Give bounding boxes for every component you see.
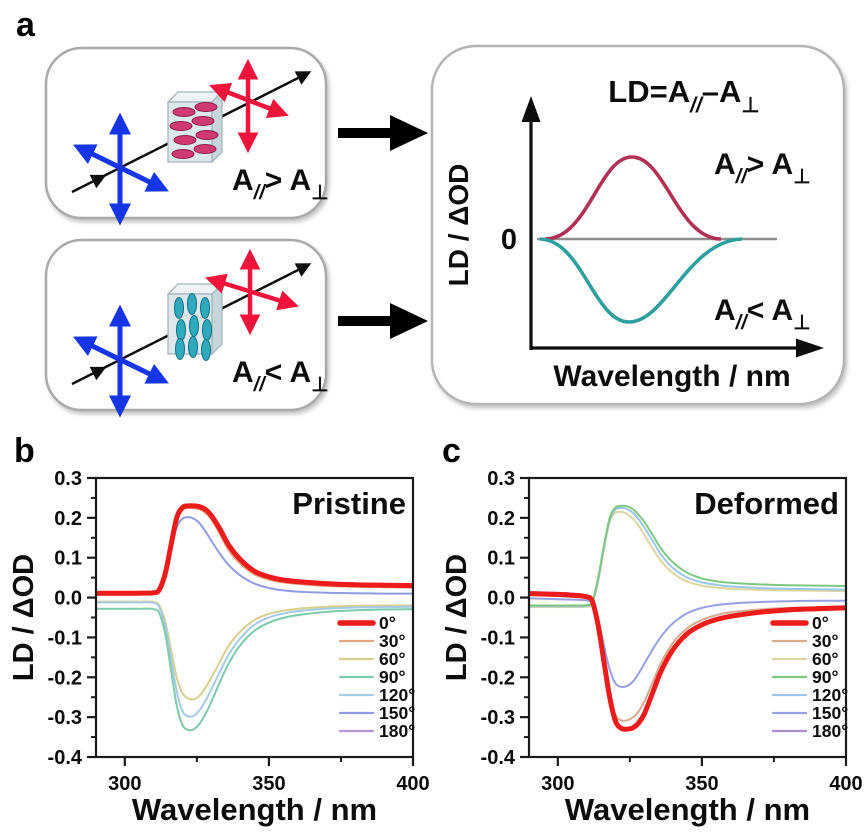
plot-frame xyxy=(527,476,848,759)
series-group xyxy=(529,504,846,732)
y-tick-label: 0.2 xyxy=(54,508,82,530)
panel-c-letter: c xyxy=(442,432,461,470)
legend-label-180deg: 180° xyxy=(812,721,848,741)
y-tick-label: 0.1 xyxy=(54,548,82,570)
parallel-condition-label: A//> A⊥ xyxy=(232,164,329,204)
series-line-90deg xyxy=(529,504,846,607)
negative-ld-condition-label: A//< A⊥ xyxy=(714,294,811,334)
panel-b-letter: b xyxy=(14,432,35,470)
series-line-60deg xyxy=(96,600,413,701)
y-axis-label: LD / ΔOD xyxy=(441,554,473,681)
y-axis-arrowhead xyxy=(521,96,541,122)
x-tick-label: 400 xyxy=(396,773,429,795)
x-axis-label: Wavelength / nm xyxy=(132,792,377,827)
y-tick-label: 0.1 xyxy=(487,548,515,570)
transmitted-polarization-diagonal-arrow xyxy=(209,82,289,119)
ld-result-box xyxy=(430,44,846,406)
sample-slab-discs-horizontal xyxy=(166,90,224,164)
incident-polarization-diagonal-arrow xyxy=(73,336,169,384)
panel-a-schematic: A//> A⊥ A//< A⊥ xyxy=(44,44,846,418)
incident-polarization-diagonal-arrow xyxy=(73,144,169,192)
series-line-60deg xyxy=(529,510,846,609)
series-line-0deg xyxy=(96,503,413,596)
y-tick-label: 0.0 xyxy=(54,588,82,610)
x-tick-label: 300 xyxy=(541,773,574,795)
positive-ld-band-curve xyxy=(544,155,722,241)
flow-arrow-bottom xyxy=(338,303,428,339)
y-tick-label: 0.3 xyxy=(54,468,82,490)
y-tick-label: -0.1 xyxy=(481,627,515,649)
y-tick-label: -0.4 xyxy=(48,747,83,769)
y-tick-label: 0.2 xyxy=(487,508,515,530)
ld-x-axis-label: Wavelength / nm xyxy=(553,360,790,393)
legend-label-0deg: 0° xyxy=(379,613,396,633)
legend-label-30deg: 30° xyxy=(812,631,838,651)
ld-schematic-plot: LD=A//–A⊥ LD / ΔOD 0 A//> A⊥ A//< A⊥ Wav… xyxy=(443,74,824,393)
legend-label-150deg: 150° xyxy=(379,703,415,723)
legend-label-120deg: 120° xyxy=(812,685,848,705)
schematic-perpendicular-content: A//< A⊥ xyxy=(71,248,329,418)
legend-label-60deg: 60° xyxy=(812,649,838,669)
y-tick-label: 0.0 xyxy=(487,588,515,610)
chart-title: Deformed xyxy=(694,486,839,521)
x-axis-label: Wavelength / nm xyxy=(565,792,810,827)
transmitted-polarization-diagonal-arrow xyxy=(205,273,299,311)
legend-label-0deg: 0° xyxy=(812,613,829,633)
y-tick-label: -0.3 xyxy=(481,707,515,729)
legend-label-120deg: 120° xyxy=(379,685,415,705)
panel-a-letter: a xyxy=(16,6,35,44)
x-axis-arrowhead xyxy=(796,338,824,358)
chart-pristine: 0.3 0.2 0.1 0.0 -0.1 -0.2 -0.3 -0.4 300 350 400 Pri… xyxy=(8,468,430,827)
series-line-90deg xyxy=(96,607,413,732)
series-line-120deg xyxy=(529,506,846,608)
y-tick-label: -0.3 xyxy=(48,707,82,729)
legend-label-180deg: 180° xyxy=(379,721,415,741)
flow-arrow-top xyxy=(338,115,428,151)
y-tick-label: -0.2 xyxy=(481,667,515,689)
x-tick-label: 300 xyxy=(108,773,141,795)
sample-slab-discs-vertical xyxy=(166,282,224,361)
x-tick-label: 400 xyxy=(829,773,862,795)
y-tick-label: -0.2 xyxy=(48,667,82,689)
perpendicular-condition-label: A//< A⊥ xyxy=(232,356,329,396)
y-tick-label: -0.1 xyxy=(48,627,82,649)
teal-disc-molecules xyxy=(174,293,212,361)
positive-ld-condition-label: A//> A⊥ xyxy=(714,148,811,188)
zero-tick-label: 0 xyxy=(501,224,517,256)
y-tick-label: 0.3 xyxy=(487,468,515,490)
series-group xyxy=(96,503,413,732)
chart-title: Pristine xyxy=(292,486,406,521)
negative-ld-band-curve xyxy=(539,237,743,324)
plot-frame xyxy=(94,476,415,759)
x-tick-label: 350 xyxy=(252,773,285,795)
legend-label-90deg: 90° xyxy=(812,667,838,687)
chart-deformed: 0.3 0.2 0.1 0.0 -0.1 -0.2 -0.3 -0.4 300 350 400 Def… xyxy=(441,468,863,827)
ld-equation-title: LD=A//–A⊥ xyxy=(608,74,759,117)
legend-label-150deg: 150° xyxy=(812,703,848,723)
x-tick-label: 350 xyxy=(685,773,718,795)
ld-y-axis-label: LD / ΔOD xyxy=(443,164,474,287)
series-line-120deg xyxy=(96,601,413,718)
y-axis-label: LD / ΔOD xyxy=(8,554,40,681)
y-tick-label: -0.4 xyxy=(481,747,516,769)
legend-label-90deg: 90° xyxy=(379,667,405,687)
legend-label-60deg: 60° xyxy=(379,649,405,669)
series-line-0deg xyxy=(529,591,846,732)
legend-label-30deg: 30° xyxy=(379,631,405,651)
series-line-150deg xyxy=(529,597,846,689)
schematic-parallel-content: A//> A⊥ xyxy=(71,58,329,226)
